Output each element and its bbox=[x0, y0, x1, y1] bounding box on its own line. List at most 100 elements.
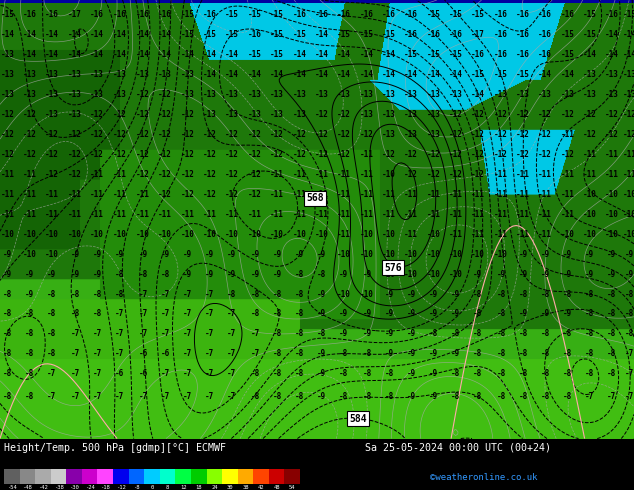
Text: -12: -12 bbox=[90, 150, 104, 159]
Text: -13: -13 bbox=[90, 70, 104, 79]
Text: -9: -9 bbox=[564, 250, 573, 259]
Text: -12: -12 bbox=[382, 150, 396, 159]
Text: -8: -8 bbox=[625, 310, 634, 318]
Text: 18: 18 bbox=[195, 485, 202, 490]
Text: -12: -12 bbox=[68, 130, 82, 139]
Text: -11: -11 bbox=[561, 210, 575, 219]
Text: -9: -9 bbox=[183, 270, 193, 279]
Text: -15: -15 bbox=[181, 10, 195, 20]
Text: -15: -15 bbox=[225, 30, 239, 39]
Bar bbox=[207, 469, 222, 484]
Text: -12: -12 bbox=[516, 130, 530, 139]
Text: -13: -13 bbox=[538, 90, 552, 99]
Text: -7: -7 bbox=[228, 392, 236, 401]
Text: -15: -15 bbox=[270, 30, 284, 39]
Text: -8: -8 bbox=[540, 329, 550, 339]
Text: -11: -11 bbox=[90, 170, 104, 179]
Text: -12: -12 bbox=[449, 150, 463, 159]
Text: -12: -12 bbox=[494, 110, 508, 119]
Text: -11: -11 bbox=[494, 210, 508, 219]
Text: -13: -13 bbox=[293, 90, 307, 99]
Text: -12: -12 bbox=[427, 170, 441, 179]
Bar bbox=[4, 469, 20, 484]
Text: -8: -8 bbox=[607, 290, 617, 298]
Text: -7: -7 bbox=[93, 349, 101, 358]
Text: -12: -12 bbox=[203, 170, 217, 179]
Text: -11: -11 bbox=[538, 190, 552, 199]
Text: -10: -10 bbox=[623, 190, 634, 199]
Text: -10: -10 bbox=[68, 230, 82, 239]
Text: -8: -8 bbox=[585, 310, 595, 318]
Text: -16: -16 bbox=[538, 10, 552, 20]
Text: -15: -15 bbox=[248, 10, 262, 20]
Text: -6: -6 bbox=[115, 369, 125, 378]
Text: -11: -11 bbox=[449, 210, 463, 219]
Text: -9: -9 bbox=[540, 310, 550, 318]
Text: -13: -13 bbox=[68, 110, 82, 119]
Text: -12: -12 bbox=[23, 130, 37, 139]
Text: -13: -13 bbox=[1, 50, 15, 59]
Text: -9: -9 bbox=[48, 270, 56, 279]
Text: -14: -14 bbox=[158, 30, 172, 39]
Text: -12: -12 bbox=[113, 150, 127, 159]
Text: -10: -10 bbox=[623, 230, 634, 239]
Text: -16: -16 bbox=[90, 10, 104, 20]
Text: -10: -10 bbox=[1, 230, 15, 239]
Text: -16: -16 bbox=[113, 10, 127, 20]
Text: -13: -13 bbox=[248, 110, 262, 119]
Text: -11: -11 bbox=[538, 230, 552, 239]
Text: -15: -15 bbox=[1, 10, 15, 20]
Text: -11: -11 bbox=[315, 210, 329, 219]
Text: -14: -14 bbox=[158, 50, 172, 59]
Text: -11: -11 bbox=[449, 230, 463, 239]
Text: -7: -7 bbox=[625, 369, 634, 378]
Text: -12: -12 bbox=[136, 130, 150, 139]
Text: -9: -9 bbox=[363, 329, 372, 339]
Text: -12: -12 bbox=[315, 130, 329, 139]
Text: -11: -11 bbox=[23, 190, 37, 199]
Text: -8: -8 bbox=[48, 329, 56, 339]
Text: -9: -9 bbox=[451, 310, 461, 318]
Text: -9: -9 bbox=[205, 250, 215, 259]
Text: -8: -8 bbox=[295, 270, 304, 279]
Text: -8: -8 bbox=[607, 310, 617, 318]
Text: -12: -12 bbox=[360, 130, 374, 139]
Text: -9: -9 bbox=[318, 349, 327, 358]
Text: -8: -8 bbox=[363, 369, 372, 378]
Text: -11: -11 bbox=[136, 190, 150, 199]
Text: -14: -14 bbox=[382, 50, 396, 59]
Text: -15: -15 bbox=[449, 10, 463, 20]
Text: -13: -13 bbox=[113, 70, 127, 79]
Text: -9: -9 bbox=[318, 250, 327, 259]
Text: -15: -15 bbox=[225, 10, 239, 20]
Text: -14: -14 bbox=[90, 50, 104, 59]
Text: -15: -15 bbox=[471, 70, 485, 79]
Text: -10: -10 bbox=[360, 250, 374, 259]
Text: -12: -12 bbox=[471, 130, 485, 139]
Text: -9: -9 bbox=[384, 290, 394, 298]
Text: -11: -11 bbox=[538, 170, 552, 179]
Text: -7: -7 bbox=[70, 329, 80, 339]
Text: -8: -8 bbox=[625, 329, 634, 339]
Text: -13: -13 bbox=[203, 90, 217, 99]
Text: -9: -9 bbox=[3, 250, 13, 259]
Text: -7: -7 bbox=[70, 369, 80, 378]
Text: -9: -9 bbox=[406, 369, 416, 378]
Text: -12: -12 bbox=[623, 110, 634, 119]
Text: -8: -8 bbox=[451, 369, 461, 378]
Text: -11: -11 bbox=[270, 190, 284, 199]
Bar bbox=[82, 469, 98, 484]
Text: -8: -8 bbox=[160, 270, 170, 279]
Text: -16: -16 bbox=[516, 10, 530, 20]
Text: -13: -13 bbox=[23, 90, 37, 99]
Text: -9: -9 bbox=[429, 369, 439, 378]
Text: -10: -10 bbox=[382, 250, 396, 259]
Text: -13: -13 bbox=[623, 70, 634, 79]
Text: 576: 576 bbox=[384, 263, 402, 272]
Text: -12: -12 bbox=[449, 110, 463, 119]
Text: -7: -7 bbox=[228, 369, 236, 378]
Text: -14: -14 bbox=[382, 70, 396, 79]
Text: -8: -8 bbox=[496, 349, 506, 358]
Text: -13: -13 bbox=[68, 70, 82, 79]
Text: -11: -11 bbox=[404, 210, 418, 219]
